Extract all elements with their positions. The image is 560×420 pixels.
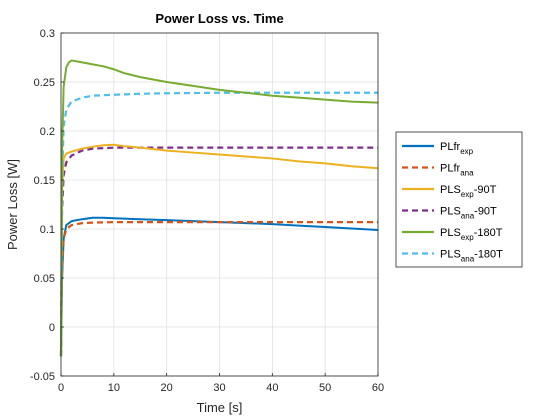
legend-entry-main: PLfr [440, 141, 461, 153]
legend-entry-subscript: ana [461, 255, 475, 264]
legend-entry-main: PLS [440, 227, 461, 239]
y-tick-label: 0.05 [34, 273, 55, 285]
series-line-6 [60, 59, 379, 357]
legend-entry-main: PLS [440, 249, 461, 261]
legend-entry-subscript: exp [460, 147, 473, 156]
chart-title: Power Loss vs. Time [155, 11, 283, 26]
legend-entry: PLSexp-90T [440, 184, 497, 199]
x-tick-label: 0 [58, 382, 64, 394]
y-tick-label: 0.15 [34, 175, 55, 187]
legend-entry-main: PLS [440, 184, 461, 196]
legend-entry: PLSana-180T [440, 249, 503, 264]
series-line-2 [59, 221, 378, 357]
x-tick-label: 40 [266, 382, 278, 394]
y-tick-label: 0.3 [40, 28, 55, 40]
legend-entry-suffix: -90T [474, 206, 497, 218]
series-layer [59, 59, 379, 357]
legend-entry-suffix: -180T [474, 249, 503, 261]
legend-entry-subscript: ana [461, 212, 475, 221]
legend-entry-suffix: -90T [474, 184, 497, 196]
series-line-1 [60, 216, 379, 357]
legend-entry-suffix: -180T [474, 227, 503, 239]
legend-entry-main: PLfr [440, 163, 461, 175]
legend: PLfrexpPLfranaPLSexp-90TPLSana-90TPLSexp… [395, 131, 523, 268]
legend-entry: PLfrexp [440, 141, 474, 156]
legend-box [395, 131, 523, 268]
legend-entry: PLSexp-180T [440, 227, 503, 242]
y-axis-label: Power Loss [W] [5, 159, 20, 250]
legend-entry: PLfrana [440, 163, 474, 178]
y-tick-label: 0.1 [40, 224, 55, 236]
y-tick-label: 0.2 [40, 126, 55, 138]
legend-entry: PLSana-90T [440, 206, 497, 221]
legend-entry-subscript: exp [461, 233, 474, 242]
series-line-3 [59, 146, 378, 357]
series-line-5 [59, 91, 378, 357]
legend-entry-subscript: ana [460, 169, 474, 178]
x-tick-label: 30 [213, 382, 225, 394]
x-tick-label: 60 [372, 382, 384, 394]
series-line-4 [60, 143, 379, 357]
y-tick-label: 0.25 [34, 77, 55, 89]
y-tick-label: 0 [49, 322, 55, 334]
x-axis-label: Time [s] [197, 400, 243, 415]
y-tick-label: -0.05 [30, 371, 55, 383]
legend-entry-main: PLS [440, 206, 461, 218]
x-tick-label: 10 [108, 382, 120, 394]
legend-entry-subscript: exp [461, 190, 474, 199]
x-tick-label: 20 [161, 382, 173, 394]
x-tick-label: 50 [319, 382, 331, 394]
